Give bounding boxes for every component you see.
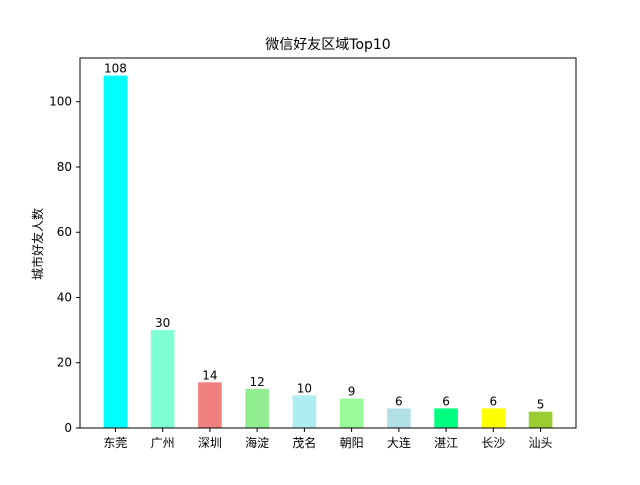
x-tick-label: 深圳 [198,436,222,450]
x-tick-label: 大连 [387,435,411,450]
x-tick-label: 广州 [151,436,175,450]
y-tick-label: 20 [57,356,72,370]
bar-value-label: 10 [297,381,312,395]
bar-5 [339,398,364,428]
y-axis-ticks: 0 20 40 60 80 100 [49,95,80,435]
bar-value-label: 108 [104,62,127,76]
bar-value-label: 14 [202,368,217,382]
bar-value-labels: 108 30 14 12 10 9 6 6 6 5 [104,62,544,412]
bar-6 [387,408,411,428]
y-tick-label: 100 [49,95,72,109]
plot-area-frame [79,57,577,429]
bar-value-label: 9 [348,385,356,399]
bar-value-label: 5 [537,398,545,412]
bar-4 [292,395,317,428]
chart-title: 微信好友区域Top10 [265,37,390,53]
x-tick-label: 茂名 [292,435,316,450]
bar-value-label: 6 [490,394,498,408]
y-tick-label: 40 [57,290,72,304]
bar-value-label: 12 [249,375,264,389]
bars-group [103,75,553,429]
bar-3 [245,388,269,428]
bar-1 [150,330,175,428]
x-tick-label: 湛江 [434,436,458,450]
bar-value-label: 6 [442,394,450,408]
bar-9 [528,411,553,428]
y-tick-label: 60 [57,225,72,239]
y-tick-label: 80 [57,160,72,174]
x-tick-label: 长沙 [481,436,505,450]
x-axis-ticks: 东莞 广州 深圳 海淀 茂名 朝阳 大连 湛江 长沙 汕头 [103,428,553,450]
x-tick-label: 东莞 [103,436,127,450]
x-tick-label: 汕头 [529,436,553,450]
x-tick-label: 海淀 [245,435,269,450]
bar-value-label: 30 [155,316,170,330]
bar-7 [434,408,458,428]
x-tick-label: 朝阳 [340,436,364,450]
bar-2 [198,382,222,428]
y-tick-label: 0 [64,421,72,435]
bar-value-label: 6 [395,394,403,408]
bar-8 [481,408,506,428]
bar-0 [103,75,128,429]
y-axis-label: 城市好友人数 [30,208,45,280]
